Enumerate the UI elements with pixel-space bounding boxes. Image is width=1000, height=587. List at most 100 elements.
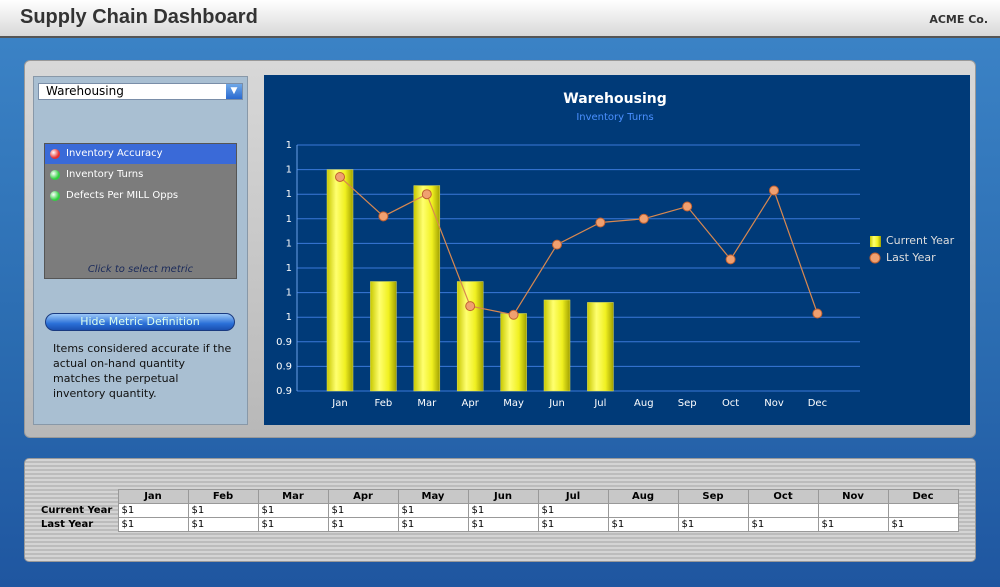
table-row: Last Year $1 $1 $1 $1 $1 $1 $1 $1 $1 $1 $1 $1 [38,517,959,532]
column-header: Oct [747,489,819,504]
metric-label: Inventory Accuracy [66,148,163,159]
cell: $1 [257,503,329,518]
corner [38,490,118,504]
x-tick-label: Jun [548,398,565,409]
y-tick-label: 0.9 [276,337,292,348]
line-marker [378,211,389,222]
bar [413,185,441,392]
cell: $1 [607,517,679,532]
legend-label: Last Year [886,251,936,264]
bar [370,281,397,392]
bar [456,281,484,392]
column-header: Sep [677,489,749,504]
y-tick-label: 0.9 [276,386,292,397]
row-label: Current Year [41,505,113,516]
bar [543,299,571,392]
x-tick-label: Mar [417,398,437,409]
definition: Items considered accurate if the actual … [53,342,232,400]
line-marker [421,189,432,200]
cell [887,503,959,518]
dropdown-value: Warehousing [46,84,124,98]
legend-swatch [870,236,881,247]
cell: $1 [117,517,189,532]
y-tick-label: 1 [286,288,292,299]
metric-label: Inventory Turns [66,169,144,180]
cell [607,503,679,518]
y-tick-label: 1 [286,238,292,249]
cell: $1 [537,517,609,532]
column-header: May [397,489,469,504]
x-tick-label: Apr [462,398,480,409]
cell: $1 [537,503,609,518]
column-header: Apr [327,489,399,504]
legend-swatch [869,252,881,264]
cell: $1 [117,503,189,518]
bar [500,313,527,392]
y-tick-label: 1 [286,189,292,200]
data-table: Jan Feb Mar Apr May Jun Jul Aug Sep Oct Nov Dec Curr… [38,489,959,532]
row-label: Last Year [41,519,94,530]
cell: $1 [817,517,889,532]
y-tick-label: 1 [286,165,292,176]
x-tick-label: Nov [764,398,784,409]
app-title: Supply Chain Dashboard [20,6,258,28]
x-tick-label: Dec [808,398,827,409]
x-tick-label: Jul [593,398,606,409]
hint: Click to select metric [87,264,194,275]
cell [677,503,749,518]
status-dot [50,191,60,201]
button[interactable]: Hide Metric Definition [45,313,235,331]
y-tick-label: 1 [286,140,292,151]
x-tick-label: Jan [331,398,347,409]
column-header: Feb [187,489,259,504]
cell: $1 [467,517,539,532]
column-header: Jan [117,489,189,504]
y-tick-label: 1 [286,263,292,274]
column-header: Aug [607,489,679,504]
cell: $1 [397,503,469,518]
table-header: Jan Feb Mar Apr May Jun Jul Aug Sep Oct Nov Dec [38,489,959,504]
metric-item[interactable]: Inventory Accuracy [45,144,236,164]
cell: $1 [747,517,819,532]
line-marker [682,201,693,212]
cell [747,503,819,518]
cell: $1 [327,503,399,518]
bar [326,169,354,392]
table-row: Current Year $1 $1 $1 $1 $1 $1 $1 [38,503,959,518]
line-marker [335,171,345,182]
cell: $1 [327,517,399,532]
metric-list: Inventory Accuracy Inventory Turns Defects… [44,143,237,279]
x-tick-label: Aug [634,398,654,409]
line-marker [508,309,519,320]
header: Supply Chain Dashboard ACME Co. [0,0,1000,38]
column-header: Jul [537,489,609,504]
chart-title: Warehousing [563,91,666,107]
line-marker [638,213,649,224]
status-dot [50,170,60,180]
column-header: Mar [257,489,329,504]
y-tick-label: 1 [286,214,292,225]
metric-item[interactable]: Inventory Turns [45,165,236,185]
cell: $1 [187,503,259,518]
chart-subtitle: Inventory Turns [576,112,653,123]
cell [817,503,889,518]
cell: $1 [397,517,469,532]
x-tick-label: Sep [678,398,697,409]
chart: Warehousing Inventory Turns 0.9 0.9 0.9 1 1 1… [276,91,955,409]
line-marker [725,254,736,265]
legend-label: Current Year [886,234,955,247]
line-marker [769,185,779,196]
column-header: Nov [817,489,889,504]
column-header: Dec [887,489,959,504]
dropdown[interactable]: Warehousing ▼ [38,83,243,100]
cell: $1 [187,517,259,532]
dropdown-arrow[interactable]: ▼ [226,84,242,99]
metric-label: Defects Per MILL Opps [66,190,179,201]
bar [587,302,614,392]
line-marker [812,308,823,319]
metric-item[interactable]: Defects Per MILL Opps [45,186,236,206]
column-header: Jun [467,489,539,504]
y-tick-label: 1 [286,312,292,323]
status-dot [50,149,60,159]
